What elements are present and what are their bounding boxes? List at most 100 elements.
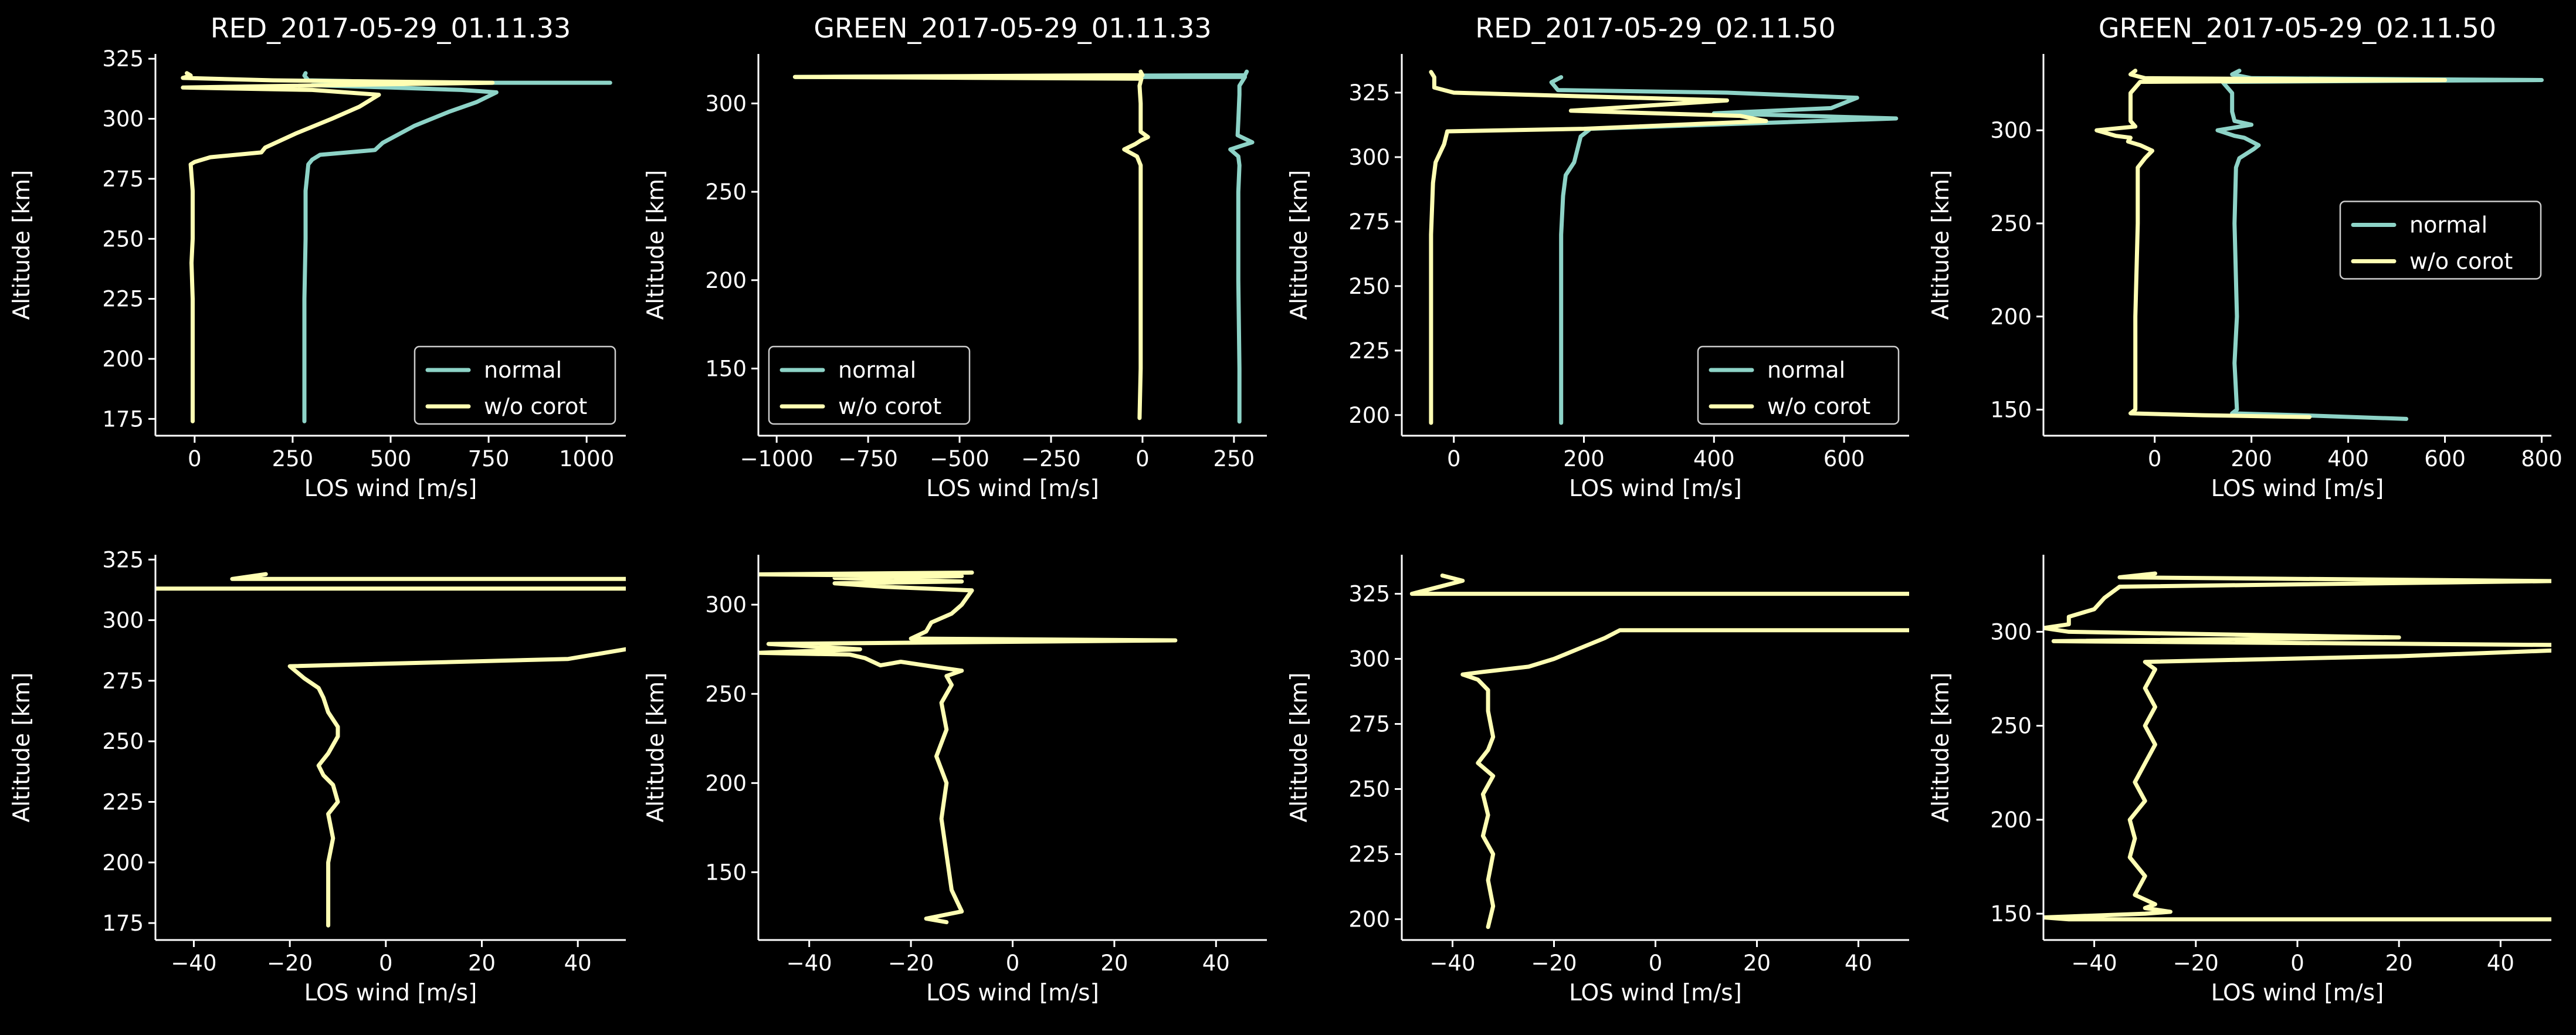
x-tick-label: 20 xyxy=(1743,951,1771,976)
y-tick-label: 300 xyxy=(705,592,747,617)
y-tick-label: 300 xyxy=(705,91,747,116)
x-tick-label: 0 xyxy=(1447,446,1461,471)
x-tick-label: −20 xyxy=(2173,951,2219,976)
y-tick-label: 250 xyxy=(1990,714,2032,739)
x-tick-label: 0 xyxy=(379,951,393,976)
data-lines xyxy=(758,570,1178,925)
series-line-wo-corot-2 xyxy=(1409,574,1909,596)
y-tick-label: 275 xyxy=(102,167,144,192)
data-lines xyxy=(155,572,626,928)
x-axis-label: LOS wind [m/s] xyxy=(2211,980,2384,1006)
x-tick-label: 20 xyxy=(2385,951,2413,976)
y-tick-label: 200 xyxy=(1990,304,2032,330)
data-lines xyxy=(1429,70,1899,425)
x-tick-label: −20 xyxy=(267,951,313,976)
y-tick-label: 200 xyxy=(102,347,144,372)
subplot-8: −40 −20 0 20 40 150 200 250 300 LOS wind [m/s] Alt… xyxy=(1928,555,2551,1006)
y-tick-label: 150 xyxy=(1990,398,2032,423)
x-tick-label: 0 xyxy=(2290,951,2304,976)
y-tick-label: 300 xyxy=(102,608,144,633)
y-tick-label: 325 xyxy=(102,547,144,572)
data-lines xyxy=(2043,571,2551,922)
x-tick-label: 600 xyxy=(2424,446,2466,471)
x-axis-label: LOS wind [m/s] xyxy=(304,980,477,1006)
y-axis-label: Altitude [km] xyxy=(9,170,35,320)
x-tick-label: 0 xyxy=(188,446,202,471)
x-tick-label: 250 xyxy=(272,446,314,471)
series-line-wo-corot-1 xyxy=(1460,628,1909,929)
x-tick-label: 800 xyxy=(2521,446,2563,471)
subplot-3: 0 200 400 600 200 225 250 275 300 325 LOS wind [m/… xyxy=(1286,12,1909,502)
legend: normal w/o corot xyxy=(2339,201,2542,280)
x-tick-label: 40 xyxy=(1845,951,1872,976)
y-tick-label: 250 xyxy=(1348,274,1390,299)
y-axis-label: Altitude [km] xyxy=(643,673,669,823)
series-line-wo-corot-2 xyxy=(1429,70,1768,425)
x-tick-label: −20 xyxy=(1531,951,1577,976)
y-tick-label: 300 xyxy=(102,107,144,132)
x-axis-label: LOS wind [m/s] xyxy=(304,476,477,502)
y-tick-label: 250 xyxy=(705,681,747,707)
x-tick-label: 0 xyxy=(1006,951,1020,976)
legend: normal w/o corot xyxy=(1697,345,1900,425)
x-tick-label: 600 xyxy=(1823,446,1865,471)
y-tick-label: 150 xyxy=(705,356,747,381)
y-tick-label: 200 xyxy=(1348,403,1390,428)
x-tick-label: 40 xyxy=(564,951,592,976)
x-tick-label: 250 xyxy=(1214,446,1255,471)
legend-label-normal: normal xyxy=(484,357,562,383)
y-tick-label: 275 xyxy=(1348,209,1390,235)
x-tick-label: 20 xyxy=(1100,951,1128,976)
y-tick-label: 225 xyxy=(102,789,144,815)
y-tick-label: 200 xyxy=(705,268,747,293)
y-tick-label: 250 xyxy=(102,226,144,252)
y-tick-label: 175 xyxy=(102,406,144,432)
x-tick-label: 750 xyxy=(468,446,510,471)
y-tick-label: 225 xyxy=(1348,842,1390,867)
y-axis-label: Altitude [km] xyxy=(1286,170,1313,320)
legend-label-normal: normal xyxy=(2409,212,2487,238)
x-tick-label: 200 xyxy=(2231,446,2272,471)
y-tick-label: 300 xyxy=(1348,145,1390,170)
legend: normal w/o corot xyxy=(413,345,616,425)
x-tick-label: −40 xyxy=(1429,951,1475,976)
y-tick-label: 200 xyxy=(1348,907,1390,932)
y-tick-label: 225 xyxy=(102,287,144,312)
x-axis-label: LOS wind [m/s] xyxy=(926,476,1099,502)
legend-label-wo-corot: w/o corot xyxy=(1767,393,1870,419)
x-tick-label: 0 xyxy=(1136,446,1150,471)
subplot-title: GREEN_2017-05-29_01.11.33 xyxy=(814,12,1211,44)
y-axis-label: Altitude [km] xyxy=(1928,673,1954,823)
x-axis-label: LOS wind [m/s] xyxy=(926,980,1099,1006)
x-tick-label: 200 xyxy=(1563,446,1605,471)
y-axis-label: Altitude [km] xyxy=(9,673,35,823)
legend-label-wo-corot: w/o corot xyxy=(838,393,941,419)
x-tick-label: −20 xyxy=(888,951,934,976)
x-tick-label: 40 xyxy=(2487,951,2514,976)
x-tick-label: −40 xyxy=(2072,951,2117,976)
subplot-4: 0 200 400 600 800 150 200 250 300 LOS wind [m/s] A… xyxy=(1928,12,2563,502)
legend-label-wo-corot: w/o corot xyxy=(2409,249,2513,274)
y-axis-label: Altitude [km] xyxy=(643,170,669,320)
legend-label-wo-corot: w/o corot xyxy=(484,393,587,419)
series-line-wo-corot-1 xyxy=(2043,648,2551,922)
y-tick-label: 175 xyxy=(102,911,144,936)
x-tick-label: 20 xyxy=(468,951,496,976)
x-tick-label: 0 xyxy=(2148,446,2162,471)
y-tick-label: 150 xyxy=(705,860,747,885)
x-tick-label: −40 xyxy=(787,951,832,976)
legend-label-normal: normal xyxy=(1767,357,1845,383)
series-line-wo-corot-2 xyxy=(181,71,495,423)
series-line-wo-corot-2 xyxy=(2094,69,2448,419)
x-axis-label: LOS wind [m/s] xyxy=(1569,476,1742,502)
y-tick-label: 250 xyxy=(1990,211,2032,236)
y-tick-label: 200 xyxy=(102,850,144,875)
x-axis-label: LOS wind [m/s] xyxy=(1569,980,1742,1006)
x-tick-label: 1000 xyxy=(559,446,614,471)
y-tick-label: 325 xyxy=(1348,80,1390,106)
series-line-wo-corot-2 xyxy=(792,69,1150,420)
x-tick-label: −500 xyxy=(930,446,989,471)
